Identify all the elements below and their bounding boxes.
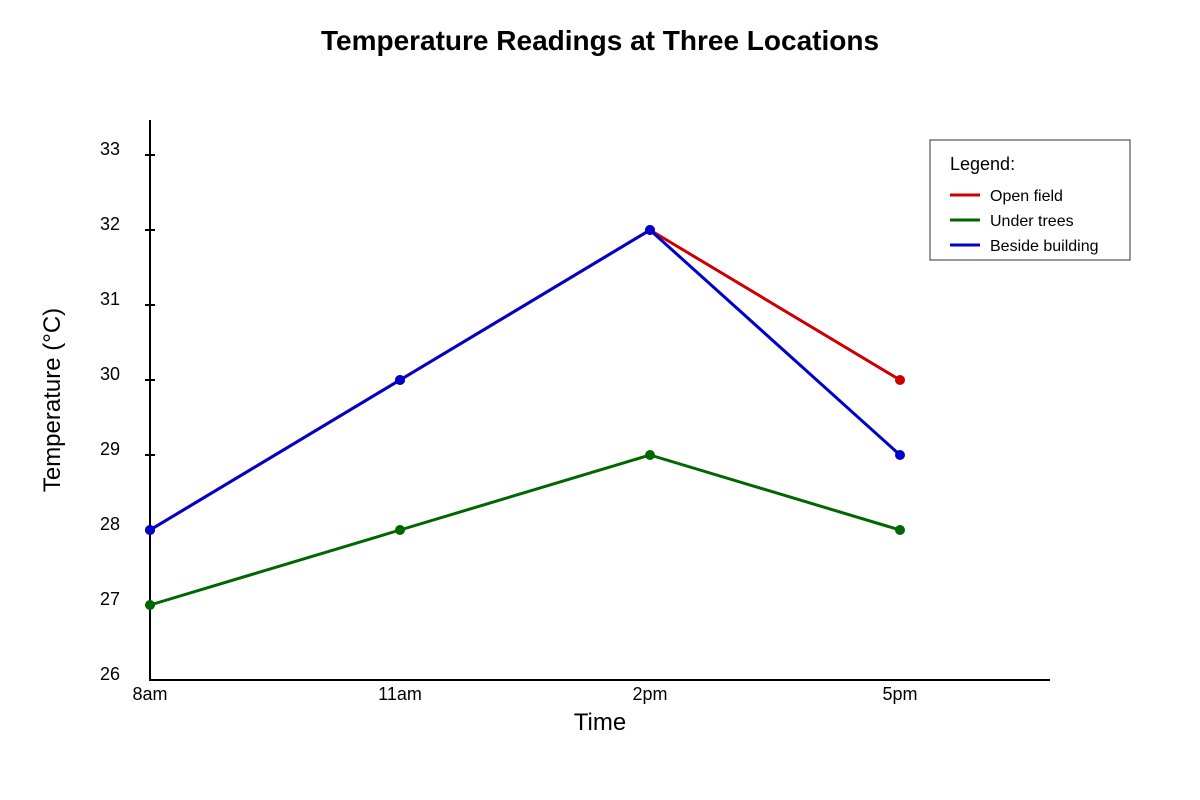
data-point-beside-building <box>145 525 155 535</box>
y-tick-label: 33 <box>100 139 120 159</box>
data-point-under-trees <box>895 525 905 535</box>
legend-label-open-field: Open field <box>990 188 1063 205</box>
data-point-beside-building <box>645 225 655 235</box>
x-tick-label: 5pm <box>882 684 917 704</box>
y-axis-title: Temperature (°C) <box>39 308 66 492</box>
legend-label-beside-building: Beside building <box>990 238 1099 255</box>
chart-title: Temperature Readings at Three Locations <box>321 25 879 56</box>
x-ticks: 8am 11am 2pm 5pm <box>132 684 917 704</box>
series-line-beside-building <box>149 228 902 532</box>
y-tick-label: 31 <box>100 289 120 309</box>
series-line-under-trees <box>149 453 901 607</box>
data-point-under-trees <box>395 525 405 535</box>
x-tick-label: 11am <box>378 684 422 704</box>
y-tick-label: 29 <box>100 439 120 459</box>
legend-items: Open field Under trees Beside building <box>950 188 1099 255</box>
series-under-trees <box>145 450 905 610</box>
legend-label-under-trees: Under trees <box>990 213 1074 230</box>
series-open-field <box>145 225 905 535</box>
y-ticks: 26 27 28 29 30 31 32 33 <box>100 139 155 684</box>
data-point-under-trees <box>645 450 655 460</box>
y-tick-label: 26 <box>100 664 120 684</box>
series-line-open-field <box>149 228 901 532</box>
data-point-under-trees <box>145 600 155 610</box>
data-point-beside-building <box>895 450 905 460</box>
series-layer <box>145 225 905 610</box>
data-point-beside-building <box>395 375 405 385</box>
x-tick-label: 2pm <box>632 684 667 704</box>
y-tick-label: 32 <box>100 214 120 234</box>
y-tick-label: 28 <box>100 514 120 534</box>
series-beside-building <box>145 225 905 535</box>
legend-title: Legend: <box>950 154 1015 174</box>
data-point-open-field <box>895 375 905 385</box>
x-tick-label: 8am <box>132 684 167 704</box>
axes <box>149 120 1050 681</box>
y-tick-label: 30 <box>100 364 120 384</box>
legend-box <box>929 139 1131 261</box>
x-axis-title: Time <box>574 709 626 736</box>
legend: Legend: Open field Under trees Beside buil… <box>929 139 1131 261</box>
y-tick-label: 27 <box>100 589 120 609</box>
